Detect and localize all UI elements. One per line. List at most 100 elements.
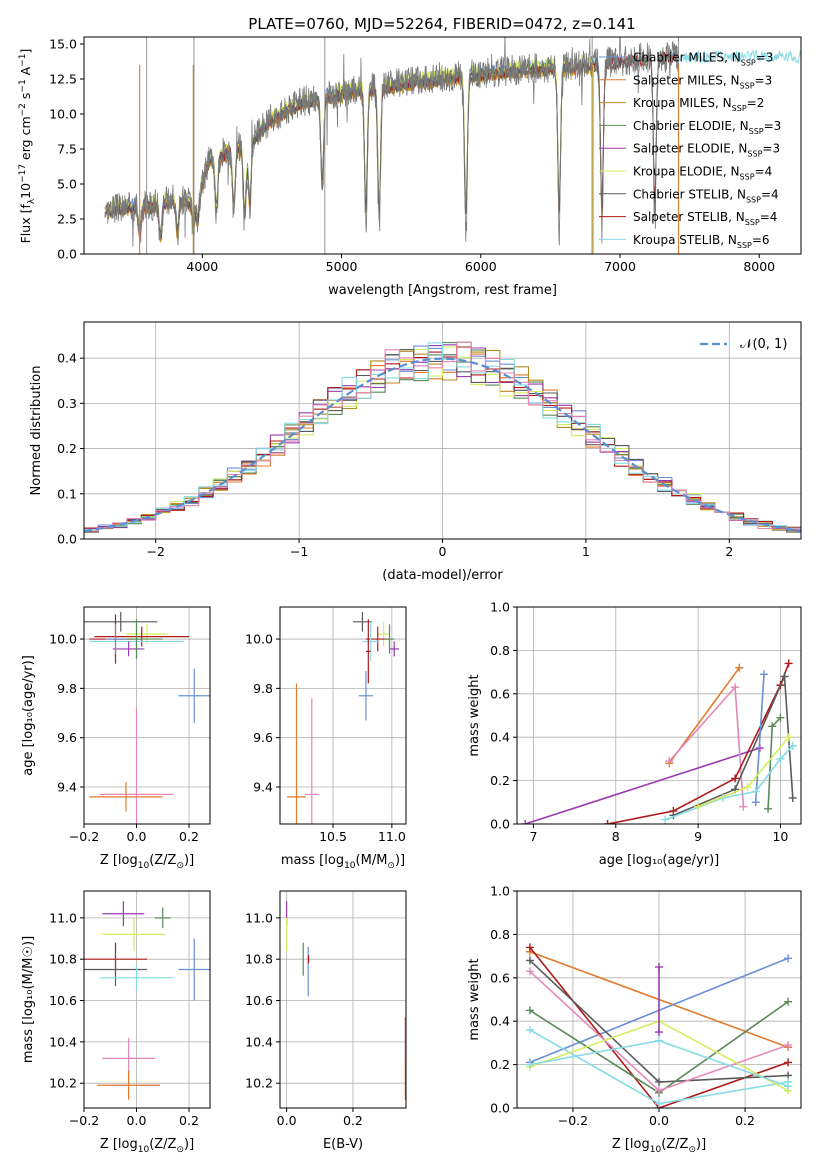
axes: −0.2 0.0 0.2 10.2 10.4 10.6 10.8 11.0 <box>49 890 211 1128</box>
legend-entry: Chabrier MILES, NSSP=3 <box>633 51 773 68</box>
plot-area <box>84 341 801 533</box>
y-tick-label: 10.2 <box>49 1076 77 1091</box>
x-tick-label: 8 <box>612 829 620 844</box>
weight-line <box>767 717 781 809</box>
y-tick-label: 9.8 <box>253 681 273 696</box>
y-axis-label: mass weight <box>467 958 482 1040</box>
weight-marker <box>780 672 789 681</box>
y-tick-label: 1.0 <box>490 600 510 615</box>
weight-marker <box>788 793 797 802</box>
y-tick-label: 0.8 <box>490 643 510 658</box>
y-tick-label: 10.0 <box>245 632 273 647</box>
weight-marker <box>661 815 670 824</box>
y-tick-label: 0.6 <box>490 686 510 701</box>
weight-marker <box>655 962 663 971</box>
weight-marker <box>751 787 760 796</box>
x-axis-label: Z [log10(Z/Z⊙)] <box>100 853 194 871</box>
x-tick-label: 0 <box>439 544 447 559</box>
weight-marker <box>694 802 703 811</box>
weight-marker <box>768 722 777 731</box>
weight-marker <box>784 997 793 1006</box>
age-vs-mass-panel: 10.5 11.0 9.4 9.6 9.8 10.0 mass [log10(M/M⊙)] <box>245 606 407 871</box>
x-tick-label: 0.0 <box>127 1113 147 1128</box>
figure-title: PLATE=0760, MJD=52264, FIBERID=0472, z=0… <box>248 15 635 33</box>
weight-marker <box>525 956 534 965</box>
y-tick-label: 12.5 <box>49 72 77 87</box>
plot-area <box>84 901 210 1100</box>
axes-frame <box>83 36 802 255</box>
axes-frame <box>83 606 211 825</box>
x-tick-label: 4000 <box>186 259 218 274</box>
x-tick-label: 0.0 <box>649 1113 669 1128</box>
y-tick-label: 0.6 <box>490 970 510 985</box>
y-tick-label: 10.6 <box>245 993 273 1008</box>
weight-marker <box>525 1025 534 1034</box>
plot-area <box>104 37 801 254</box>
axes: −0.2 0.0 0.2 0.0 0.2 0.4 0.6 0.8 1.0 <box>490 884 802 1128</box>
weight-marker <box>751 798 760 807</box>
y-tick-label: 0.0 <box>490 1101 510 1116</box>
y-tick-label: 0.0 <box>57 532 77 547</box>
y-tick-label: 0.4 <box>490 1014 510 1029</box>
plot-area <box>84 611 210 824</box>
axes: 10.5 11.0 9.4 9.6 9.8 10.0 <box>245 606 407 844</box>
legend-entry: Salpeter MILES, NSSP=3 <box>633 73 772 90</box>
weight-marker <box>655 1099 663 1108</box>
axes: −0.2 0.0 0.2 9.4 9.6 9.8 10.0 <box>49 606 211 844</box>
y-axis-label: mass weight <box>467 674 482 756</box>
y-tick-label: 9.6 <box>57 730 77 745</box>
y-tick-label: 0.4 <box>57 351 77 366</box>
x-tick-label: 0.2 <box>179 829 199 844</box>
weight-marker <box>743 783 752 792</box>
mass-weight-vs-metallicity-panel: −0.2 0.0 0.2 0.0 0.2 0.4 0.6 0.8 1.0 Z [log10(Z/Z… <box>467 884 802 1155</box>
x-tick-label: 7000 <box>604 259 636 274</box>
y-tick-label: 10.4 <box>245 1034 273 1049</box>
x-tick-label: −0.2 <box>69 829 99 844</box>
legend-entry: Kroupa STELIB, NSSP=6 <box>633 233 770 250</box>
observed-spectrum-line <box>104 37 679 247</box>
residuals-panel: −2 −1 0 1 2 0.0 0.1 0.2 0.3 0.4 (data-model)/error… <box>29 321 802 583</box>
x-tick-label: 0.0 <box>127 829 147 844</box>
y-tick-label: 2.5 <box>57 212 77 227</box>
y-tick-label: 0.2 <box>57 441 77 456</box>
x-tick-label: 10 <box>772 829 788 844</box>
x-tick-label: −2 <box>146 544 164 559</box>
y-axis-label: Flux [fλ10−17 erg cm−2 s−1 A−1] <box>18 49 37 244</box>
weight-line <box>664 745 794 821</box>
x-tick-label: 0.2 <box>343 1113 363 1128</box>
normal-distribution-curve <box>84 357 801 533</box>
grid <box>83 891 210 1108</box>
x-tick-label: 2 <box>725 544 733 559</box>
x-tick-label: 0.0 <box>277 1113 297 1128</box>
axes-frame <box>279 606 407 825</box>
y-tick-label: 0.4 <box>490 730 510 745</box>
mass-vs-metallicity-panel: −0.2 0.0 0.2 10.2 10.4 10.6 10.8 11.0 Z [log10(Z… <box>21 890 211 1155</box>
weight-marker <box>776 713 785 722</box>
x-tick-label: −0.2 <box>69 1113 99 1128</box>
x-axis-label: E(B-V) <box>323 1137 363 1152</box>
weight-marker <box>784 1041 793 1050</box>
x-axis-label: Z [log10(Z/Z⊙)] <box>100 1137 194 1155</box>
x-tick-label: −0.2 <box>558 1113 588 1128</box>
axes-frame <box>516 606 802 825</box>
weight-line <box>754 674 765 803</box>
x-tick-label: 10.5 <box>319 829 347 844</box>
y-axis-label: mass [log₁₀(M/M☉)] <box>21 936 36 1063</box>
age-vs-metallicity-panel: −0.2 0.0 0.2 9.4 9.6 9.8 10.0 Z [log10(Z/Z⊙)] ag… <box>21 606 211 871</box>
weight-marker <box>776 754 785 763</box>
weight-marker <box>784 733 793 742</box>
y-tick-label: 0.2 <box>490 773 510 788</box>
plot-area <box>287 611 399 824</box>
mass-vs-ebv-panel: 0.0 0.2 10.2 10.4 10.6 10.8 11.0 E(B-V) <box>245 890 407 1152</box>
mass-weight-vs-age-panel: 7 8 9 10 0.0 0.2 0.4 0.6 0.8 1.0 age [log₁₀(age/yr… <box>467 600 802 868</box>
y-tick-label: 5.0 <box>57 177 77 192</box>
weight-marker <box>525 943 534 952</box>
weight-marker <box>784 1058 793 1067</box>
axes-frame <box>83 890 211 1109</box>
axes: −2 −1 0 1 2 0.0 0.1 0.2 0.3 0.4 <box>57 321 802 559</box>
x-axis-label: wavelength [Angstrom, rest frame] <box>328 283 557 298</box>
y-axis-label: Normed distribution <box>29 366 44 496</box>
y-tick-label: 0.8 <box>490 927 510 942</box>
weight-marker <box>784 1082 793 1091</box>
weight-marker <box>739 802 748 811</box>
